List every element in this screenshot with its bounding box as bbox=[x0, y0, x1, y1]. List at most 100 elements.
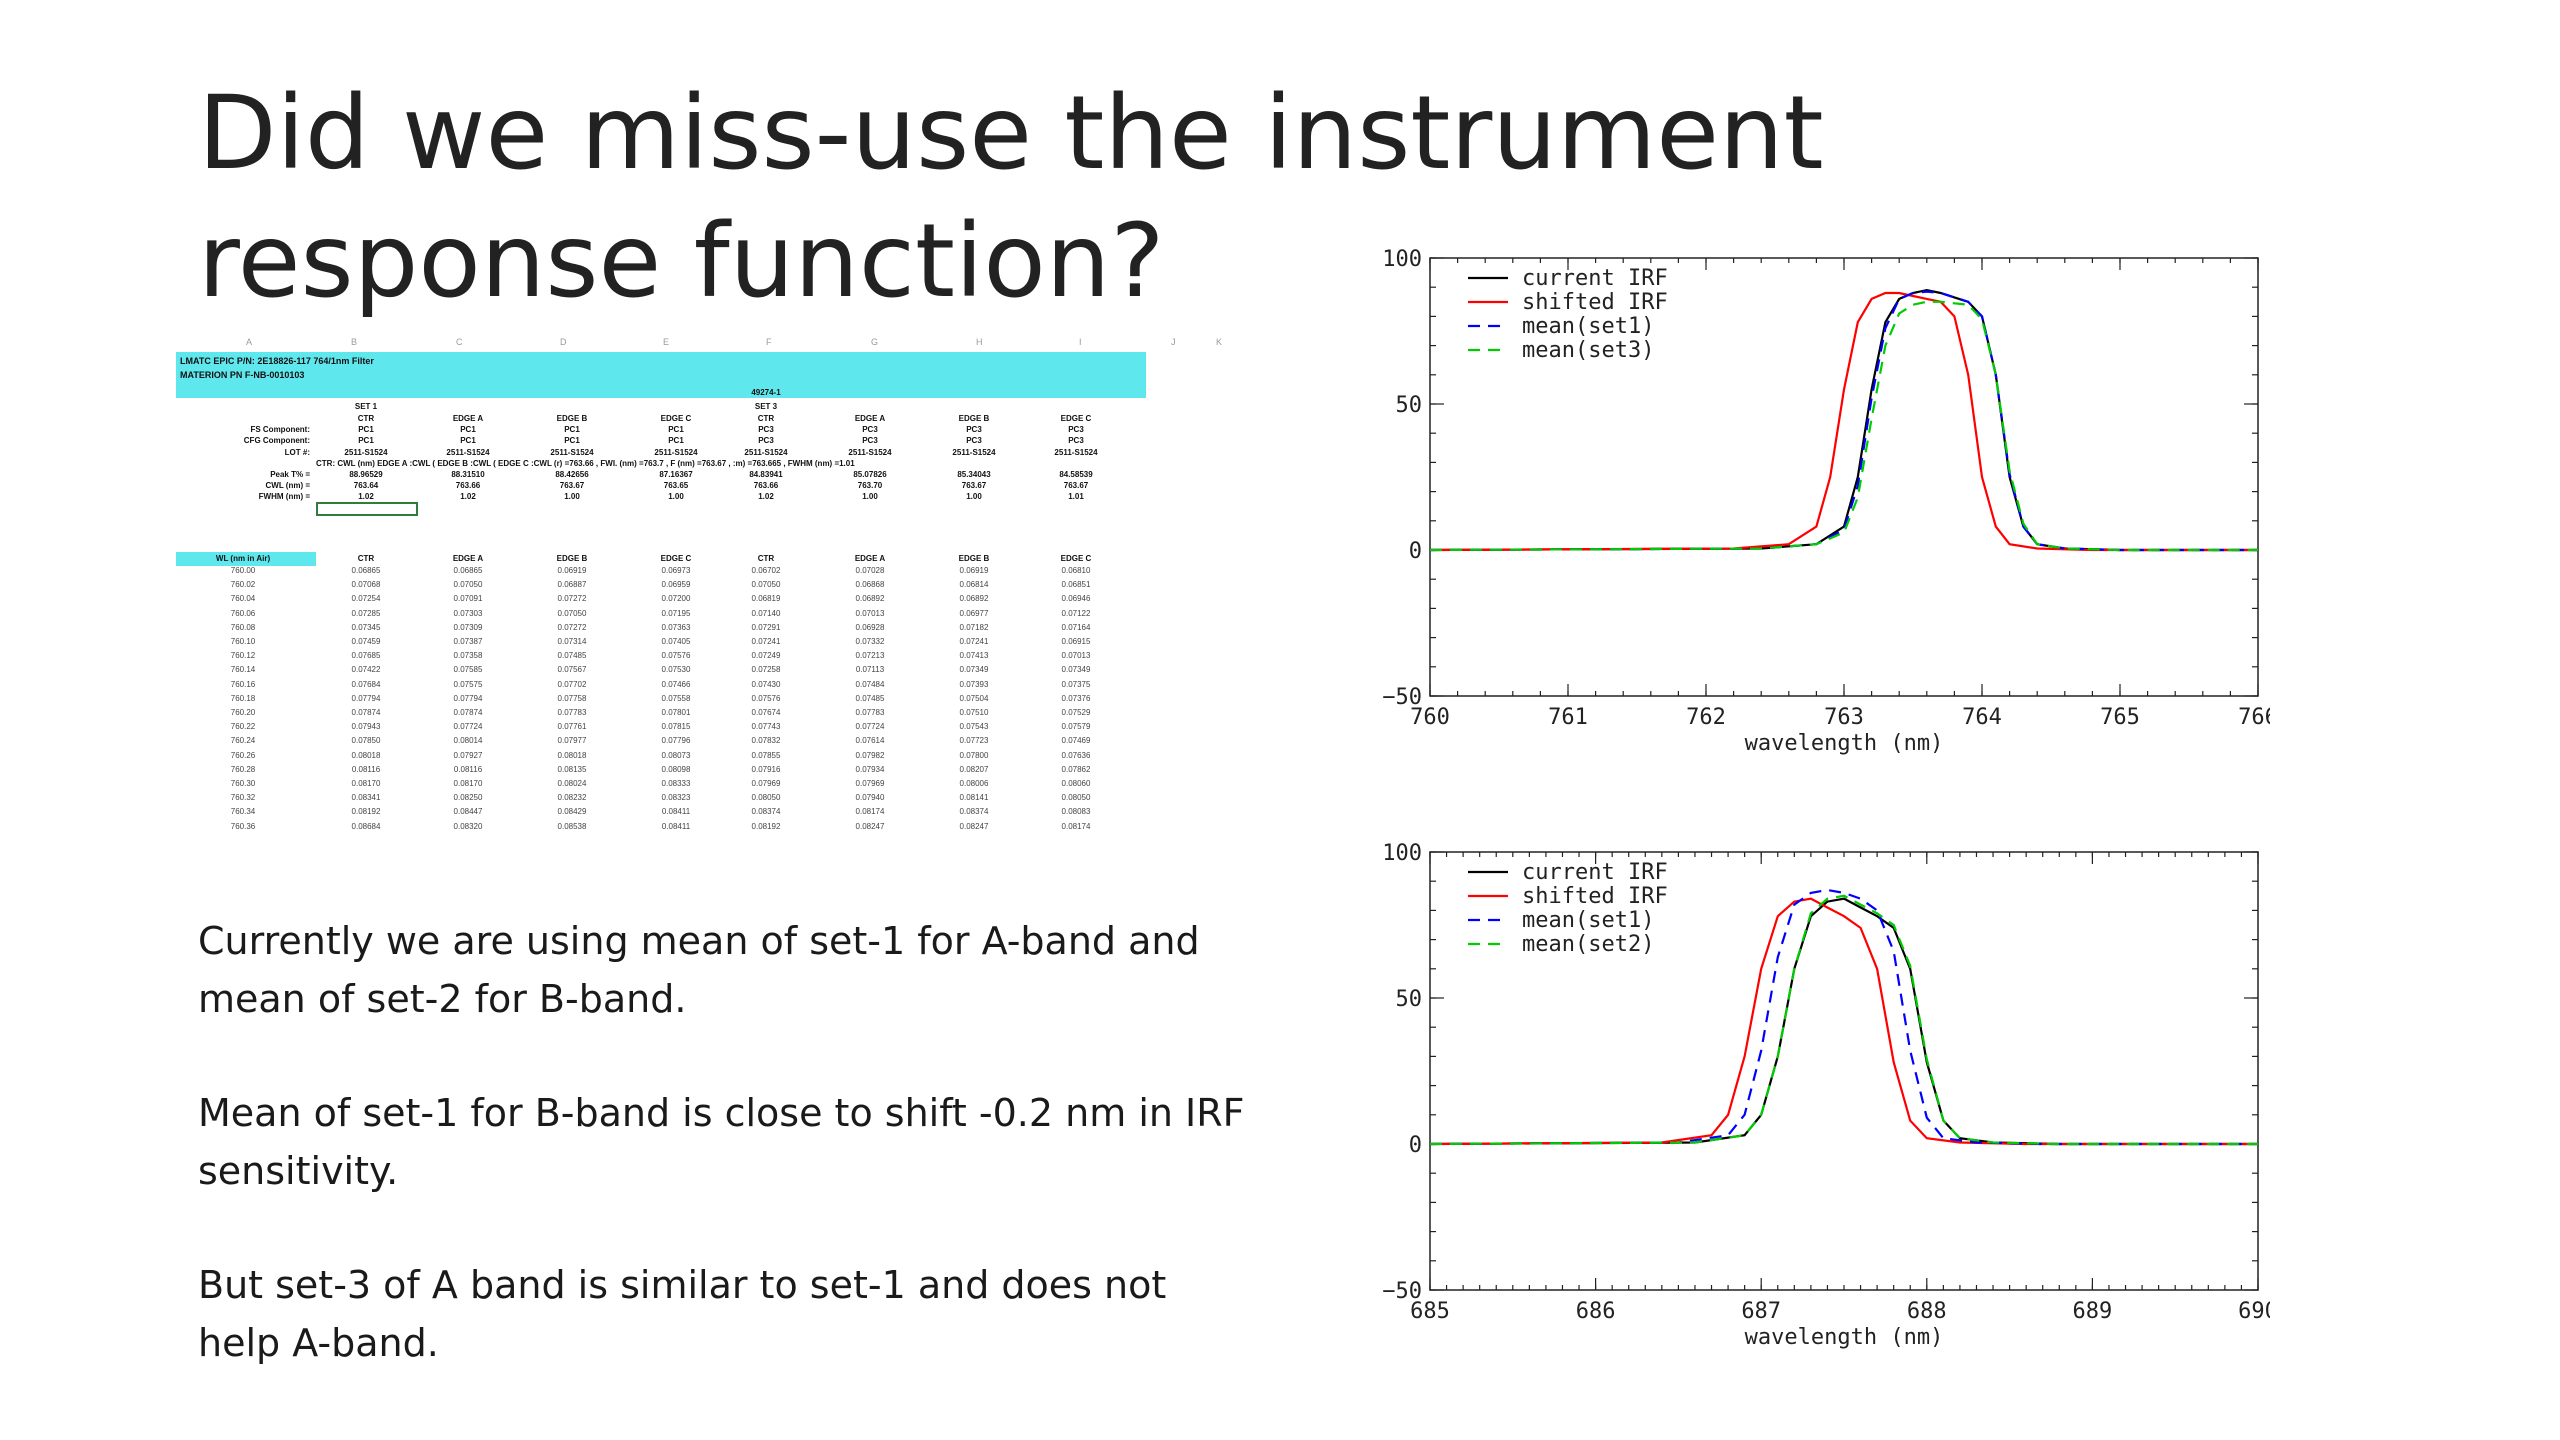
data-cell: 0.07685 bbox=[351, 651, 381, 661]
fs-component-cell: PC1 bbox=[460, 425, 476, 435]
data-cell: 0.07982 bbox=[855, 750, 885, 760]
data-cell: 0.07855 bbox=[751, 750, 781, 760]
data-cell: 0.07466 bbox=[661, 679, 691, 689]
bullet-3: But set-3 of A band is similar to set-1 … bbox=[198, 1263, 1167, 1365]
data-cell: 0.07484 bbox=[855, 679, 885, 689]
data-cell: 0.07405 bbox=[661, 637, 691, 646]
series-line bbox=[1429, 897, 2258, 1146]
data-cell: 0.07758 bbox=[557, 693, 587, 703]
selected-cell-outline bbox=[316, 501, 418, 516]
data-cell: 0.07794 bbox=[453, 693, 483, 703]
data-cell: 0.07850 bbox=[351, 736, 381, 746]
wavelength-cell: 760.30 bbox=[230, 779, 256, 788]
data-cell: 0.06810 bbox=[1061, 566, 1091, 575]
data-cell: 0.08411 bbox=[661, 807, 691, 817]
data-cell: 0.07558 bbox=[661, 693, 691, 703]
data-cell: 0.06959 bbox=[661, 580, 691, 590]
data-cell: 0.07091 bbox=[453, 594, 483, 604]
peak-cell: 88.42656 bbox=[555, 470, 589, 479]
column-letter: C bbox=[456, 337, 463, 347]
lot-cell: 2511-S1524 bbox=[848, 447, 892, 457]
spreadsheet-screenshot: A B C D E F G H I J K LMATC EPIC P/N: 2E18826-117 7… bbox=[176, 334, 1258, 850]
data-cell: 0.07579 bbox=[1061, 722, 1091, 732]
data-cell: 0.07241 bbox=[959, 637, 989, 646]
fwhm-cell: 1.00 bbox=[564, 492, 580, 502]
data-cell: 0.06868 bbox=[855, 580, 885, 590]
column-header: EDGE B bbox=[958, 414, 990, 423]
data-cell: 0.07272 bbox=[557, 622, 587, 632]
column-letter: G bbox=[871, 337, 879, 347]
data-cell: 0.07940 bbox=[855, 793, 885, 803]
x-tick-label: 685 bbox=[1410, 1299, 1450, 1324]
data-cell: 0.08192 bbox=[751, 821, 781, 831]
description-row: CTR: CWL (nm) EDGE A :CWL ( EDGE B :CWL … bbox=[316, 458, 855, 468]
x-tick-label: 687 bbox=[1741, 1299, 1781, 1324]
data-cell: 0.07413 bbox=[959, 651, 989, 661]
data-cell: 0.08006 bbox=[959, 779, 989, 788]
data-cell: 0.08341 bbox=[351, 793, 381, 803]
x-tick-label: 690 bbox=[2238, 1299, 2270, 1324]
series-line bbox=[1429, 894, 2258, 1146]
row-label-cfg: CFG Component: bbox=[243, 436, 310, 446]
fwhm-cell: 1.00 bbox=[966, 492, 982, 502]
y-tick-label: 0 bbox=[1409, 1133, 1422, 1158]
wavelength-cell: 760.22 bbox=[230, 722, 256, 732]
data-cell: 0.08684 bbox=[351, 821, 381, 831]
data-cell: 0.07303 bbox=[453, 608, 483, 618]
data-cell: 0.07254 bbox=[351, 594, 381, 604]
x-tick-label: 764 bbox=[1962, 705, 2002, 730]
data-cell: 0.07345 bbox=[351, 622, 381, 632]
data-cell: 0.07182 bbox=[959, 622, 989, 632]
wavelength-cell: 760.20 bbox=[230, 708, 256, 717]
legend-label: current IRF bbox=[1522, 266, 1668, 291]
data-cell: 0.07485 bbox=[557, 651, 587, 661]
data-cell: 0.08247 bbox=[959, 821, 989, 831]
data-cell: 0.06814 bbox=[959, 580, 989, 590]
wavelength-cell: 760.12 bbox=[230, 651, 256, 661]
data-cell: 0.08060 bbox=[1061, 779, 1091, 788]
column-header: EDGE C bbox=[660, 414, 692, 423]
data-cell: 0.08116 bbox=[351, 764, 381, 774]
cwl-cell: 763.70 bbox=[857, 481, 883, 491]
data-cell: 0.06887 bbox=[557, 580, 587, 590]
sheet-header-line1: LMATC EPIC P/N: 2E18826-117 764/1nm Filt… bbox=[180, 356, 374, 366]
data-cell: 0.06977 bbox=[959, 608, 989, 618]
cwl-cell: 763.67 bbox=[961, 481, 987, 491]
column-header: EDGE B bbox=[556, 414, 588, 423]
cfg-component-cell: PC3 bbox=[966, 436, 982, 446]
legend-label: mean(set2) bbox=[1522, 932, 1654, 957]
x-tick-label: 760 bbox=[1410, 705, 1450, 730]
data-cell: 0.08320 bbox=[453, 821, 483, 831]
data-cell: 0.07636 bbox=[1061, 750, 1091, 760]
data-cell: 0.06928 bbox=[855, 622, 885, 632]
peak-cell: 84.83941 bbox=[749, 470, 783, 479]
data-cell: 0.07969 bbox=[855, 779, 885, 788]
data-cell: 0.08050 bbox=[1061, 793, 1091, 803]
lot-cell: 2511-S1524 bbox=[744, 447, 788, 457]
legend-label: mean(set3) bbox=[1522, 338, 1654, 363]
y-tick-label: 50 bbox=[1396, 987, 1423, 1012]
data-column-header: CTR bbox=[357, 554, 375, 563]
data-cell: 0.07376 bbox=[1061, 693, 1091, 703]
fwhm-cell: 1.02 bbox=[460, 492, 476, 502]
column-letter: J bbox=[1171, 337, 1176, 347]
fs-component-cell: PC1 bbox=[358, 425, 374, 435]
legend-label: current IRF bbox=[1522, 860, 1668, 885]
wavelength-cell: 760.02 bbox=[230, 580, 256, 590]
x-tick-label: 689 bbox=[2073, 1299, 2113, 1324]
data-cell: 0.07761 bbox=[557, 722, 587, 732]
lot-cell: 2511-S1524 bbox=[952, 447, 996, 457]
data-cell: 0.07164 bbox=[1061, 622, 1091, 632]
y-tick-label: −50 bbox=[1382, 1279, 1422, 1304]
data-cell: 0.07393 bbox=[959, 679, 989, 689]
data-cell: 0.07543 bbox=[959, 722, 989, 732]
data-cell: 0.06915 bbox=[1061, 637, 1091, 646]
wavelength-cell: 760.24 bbox=[230, 736, 256, 746]
data-cell: 0.07195 bbox=[661, 608, 691, 618]
x-axis-title: wavelength (nm) bbox=[1745, 1325, 1944, 1350]
data-cell: 0.06892 bbox=[855, 594, 885, 604]
data-cell: 0.07459 bbox=[351, 637, 381, 646]
wavelength-cell: 760.34 bbox=[230, 807, 256, 817]
column-header: CTR bbox=[757, 414, 775, 423]
y-tick-label: 0 bbox=[1409, 539, 1422, 564]
